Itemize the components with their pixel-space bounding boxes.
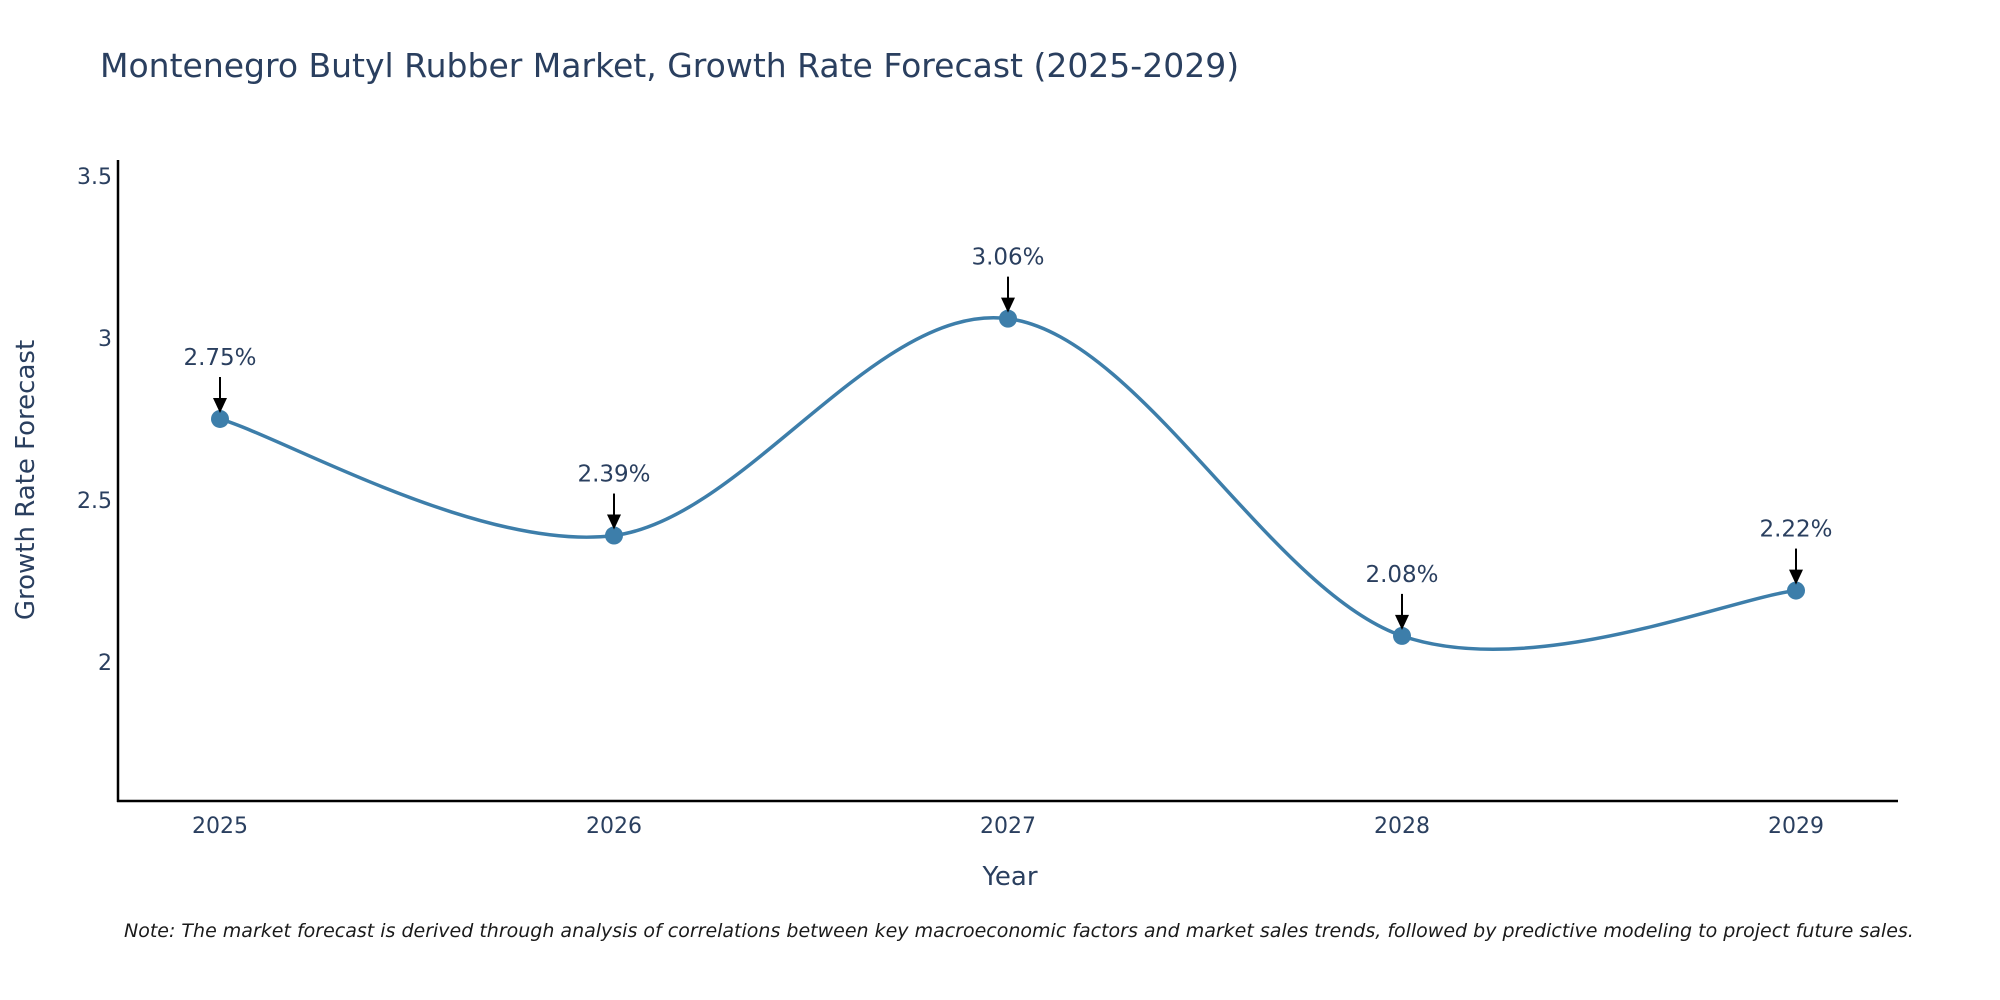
data-point: [211, 409, 229, 428]
axes: [116, 160, 1898, 803]
y-tick-label: 2.5: [77, 489, 112, 514]
data-points: [211, 309, 1805, 645]
annotation-arrow-head: [213, 397, 227, 413]
data-point: [999, 309, 1017, 328]
x-axis-label: Year: [981, 862, 1037, 892]
x-tick-label: 2026: [586, 814, 642, 839]
y-tick-label: 3: [98, 327, 112, 352]
x-tick-label: 2028: [1374, 814, 1430, 839]
data-label: 2.39%: [577, 462, 650, 488]
data-point: [1787, 581, 1805, 600]
annotation-arrow-head: [1001, 297, 1015, 313]
y-axis-label: Growth Rate Forecast: [11, 340, 41, 620]
series-line: [219, 315, 1797, 651]
data-label: 2.08%: [1365, 562, 1438, 588]
y-tick-label: 3.5: [77, 165, 112, 190]
x-tick-label: 2025: [192, 814, 248, 839]
footnote: Note: The market forecast is derived thr…: [124, 920, 1914, 942]
data-label: 3.06%: [971, 245, 1044, 271]
x-tick-label: 2029: [1768, 814, 1824, 839]
x-axis-ticks: 2025 2026 2027 2028 2029: [192, 814, 1824, 839]
y-axis-ticks: 2 2.5 3 3.5: [77, 165, 112, 676]
data-point: [605, 526, 623, 545]
data-point: [1393, 626, 1411, 645]
chart-title: Montenegro Butyl Rubber Market, Growth R…: [100, 46, 1240, 85]
data-annotations: 2.75% 2.39% 3.06% 2.08% 2.22%: [183, 245, 1833, 630]
x-tick-label: 2027: [980, 814, 1036, 839]
data-label: 2.75%: [183, 345, 256, 371]
annotation-arrow-head: [607, 514, 621, 530]
annotation-arrow-head: [1395, 614, 1409, 630]
y-tick-label: 2: [98, 651, 112, 676]
data-label: 2.22%: [1759, 517, 1832, 543]
annotation-arrow-head: [1789, 569, 1803, 585]
